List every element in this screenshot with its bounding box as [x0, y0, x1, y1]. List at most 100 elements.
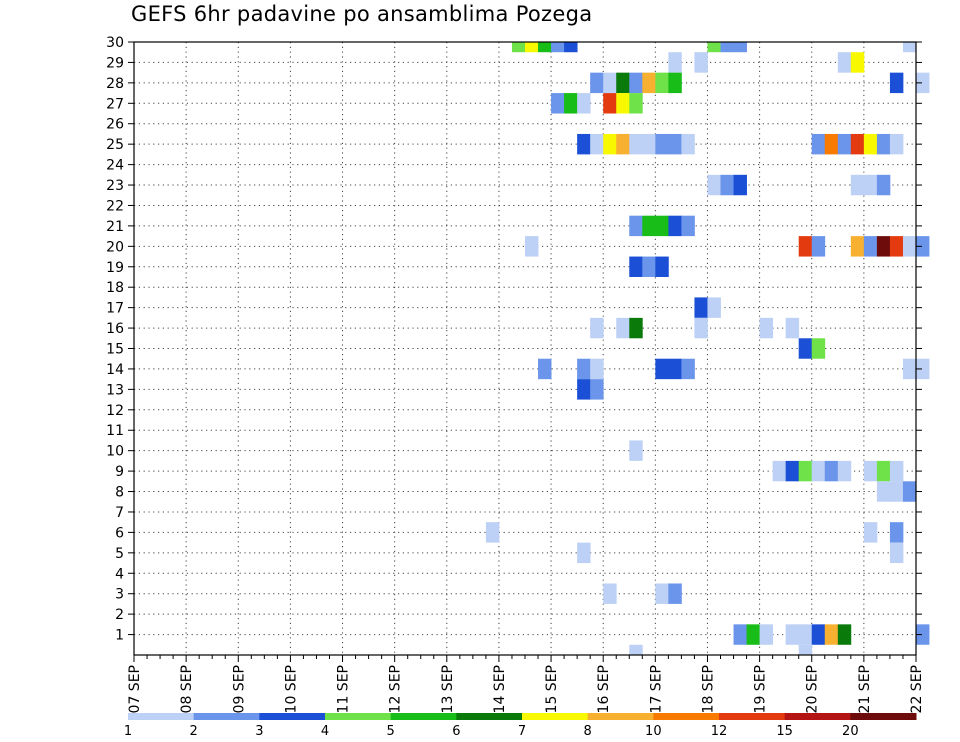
- data-cell: [577, 93, 591, 114]
- data-cell: [785, 317, 800, 339]
- x-tick-label: 14 SEP: [492, 665, 508, 713]
- data-cell: [590, 72, 604, 94]
- y-tick-label: 17: [106, 301, 124, 317]
- y-tick-label: 11: [106, 423, 124, 439]
- x-tick-label: 15 SEP: [544, 665, 560, 713]
- data-cell: [759, 317, 774, 339]
- data-cell: [889, 133, 904, 155]
- y-tick-label: 25: [106, 137, 124, 153]
- legend-swatch: [850, 713, 917, 720]
- y-tick-label: 5: [115, 546, 124, 562]
- data-cell: [577, 379, 591, 400]
- x-tick-label: 11 SEP: [336, 665, 352, 713]
- legend-swatch: [128, 713, 195, 720]
- y-tick-label: 7: [115, 505, 124, 521]
- data-cell: [863, 133, 878, 155]
- data-cell: [889, 460, 904, 482]
- y-tick-label: 14: [106, 362, 124, 378]
- data-cell: [538, 42, 552, 53]
- data-cell: [577, 133, 591, 155]
- data-cell: [642, 256, 656, 277]
- legend-swatch: [193, 713, 260, 720]
- data-cell: [616, 133, 630, 155]
- y-tick-label: 24: [106, 158, 124, 174]
- y-tick-label: 6: [115, 525, 124, 541]
- y-tick-label: 19: [106, 260, 124, 276]
- data-cell: [603, 72, 617, 94]
- x-tick-label: 16 SEP: [596, 665, 612, 713]
- legend-label: 20: [842, 724, 859, 739]
- data-cell: [642, 215, 656, 237]
- legend-label: 1: [124, 724, 132, 739]
- data-cell: [551, 93, 565, 114]
- data-cell: [798, 236, 813, 257]
- data-cell: [837, 460, 852, 482]
- data-cell: [655, 133, 669, 155]
- data-cell: [525, 42, 539, 53]
- data-cell: [629, 72, 643, 94]
- legend-swatch: [784, 713, 851, 720]
- data-cell: [668, 583, 682, 604]
- data-cell: [863, 522, 878, 543]
- data-cell: [837, 133, 852, 155]
- data-cell: [616, 317, 630, 339]
- data-cell: [916, 236, 930, 257]
- x-tick-label: 12 SEP: [388, 665, 404, 713]
- data-cell: [707, 174, 721, 196]
- data-cell: [564, 93, 578, 114]
- data-cell: [668, 133, 682, 155]
- data-cell: [694, 52, 708, 73]
- legend-label: 12: [711, 724, 728, 739]
- x-tick-label: 09 SEP: [231, 665, 247, 713]
- data-cell: [694, 297, 708, 318]
- data-cell: [902, 42, 917, 53]
- data-cell: [590, 379, 604, 400]
- data-cell: [902, 358, 917, 380]
- x-tick-label: 20 SEP: [805, 665, 821, 713]
- legend-label: 4: [321, 724, 329, 739]
- data-cell: [616, 93, 630, 114]
- data-cell: [889, 236, 904, 257]
- y-tick-label: 2: [115, 607, 124, 623]
- data-cell: [876, 236, 891, 257]
- data-cell: [551, 42, 565, 53]
- y-tick-label: 26: [106, 117, 124, 133]
- legend-label: 8: [584, 724, 592, 739]
- data-cell: [863, 236, 878, 257]
- data-cell: [850, 52, 865, 73]
- data-cell: [629, 93, 643, 114]
- x-tick-label: 10 SEP: [283, 665, 299, 713]
- y-tick-label: 16: [106, 321, 124, 337]
- data-cell: [889, 481, 904, 502]
- data-cell: [863, 174, 878, 196]
- data-cell: [720, 42, 734, 53]
- data-cell: [511, 42, 526, 53]
- data-cell: [655, 256, 669, 277]
- data-cells: [485, 42, 930, 655]
- data-cell: [811, 624, 826, 645]
- chart-title: GEFS 6hr padavine po ansamblima Pozega: [131, 2, 593, 26]
- data-cell: [902, 481, 917, 502]
- x-tick-label: 13 SEP: [440, 665, 456, 713]
- legend-label: 7: [518, 724, 526, 739]
- data-cell: [629, 133, 643, 155]
- data-cell: [850, 133, 865, 155]
- data-cell: [772, 460, 787, 482]
- data-cell: [603, 93, 617, 114]
- data-cell: [889, 542, 904, 564]
- y-tick-label: 20: [106, 239, 124, 255]
- legend-swatch: [653, 713, 720, 720]
- data-cell: [824, 460, 839, 482]
- data-cell: [837, 624, 852, 645]
- data-cell: [798, 338, 813, 359]
- legend-swatch: [456, 713, 523, 720]
- data-cell: [629, 215, 643, 237]
- y-tick-label: 29: [106, 55, 124, 71]
- data-cell: [837, 52, 852, 73]
- data-cell: [850, 236, 865, 257]
- data-cell: [694, 317, 708, 339]
- data-cell: [681, 215, 695, 237]
- data-cell: [916, 72, 930, 94]
- legend-swatch: [390, 713, 457, 720]
- data-cell: [629, 317, 643, 339]
